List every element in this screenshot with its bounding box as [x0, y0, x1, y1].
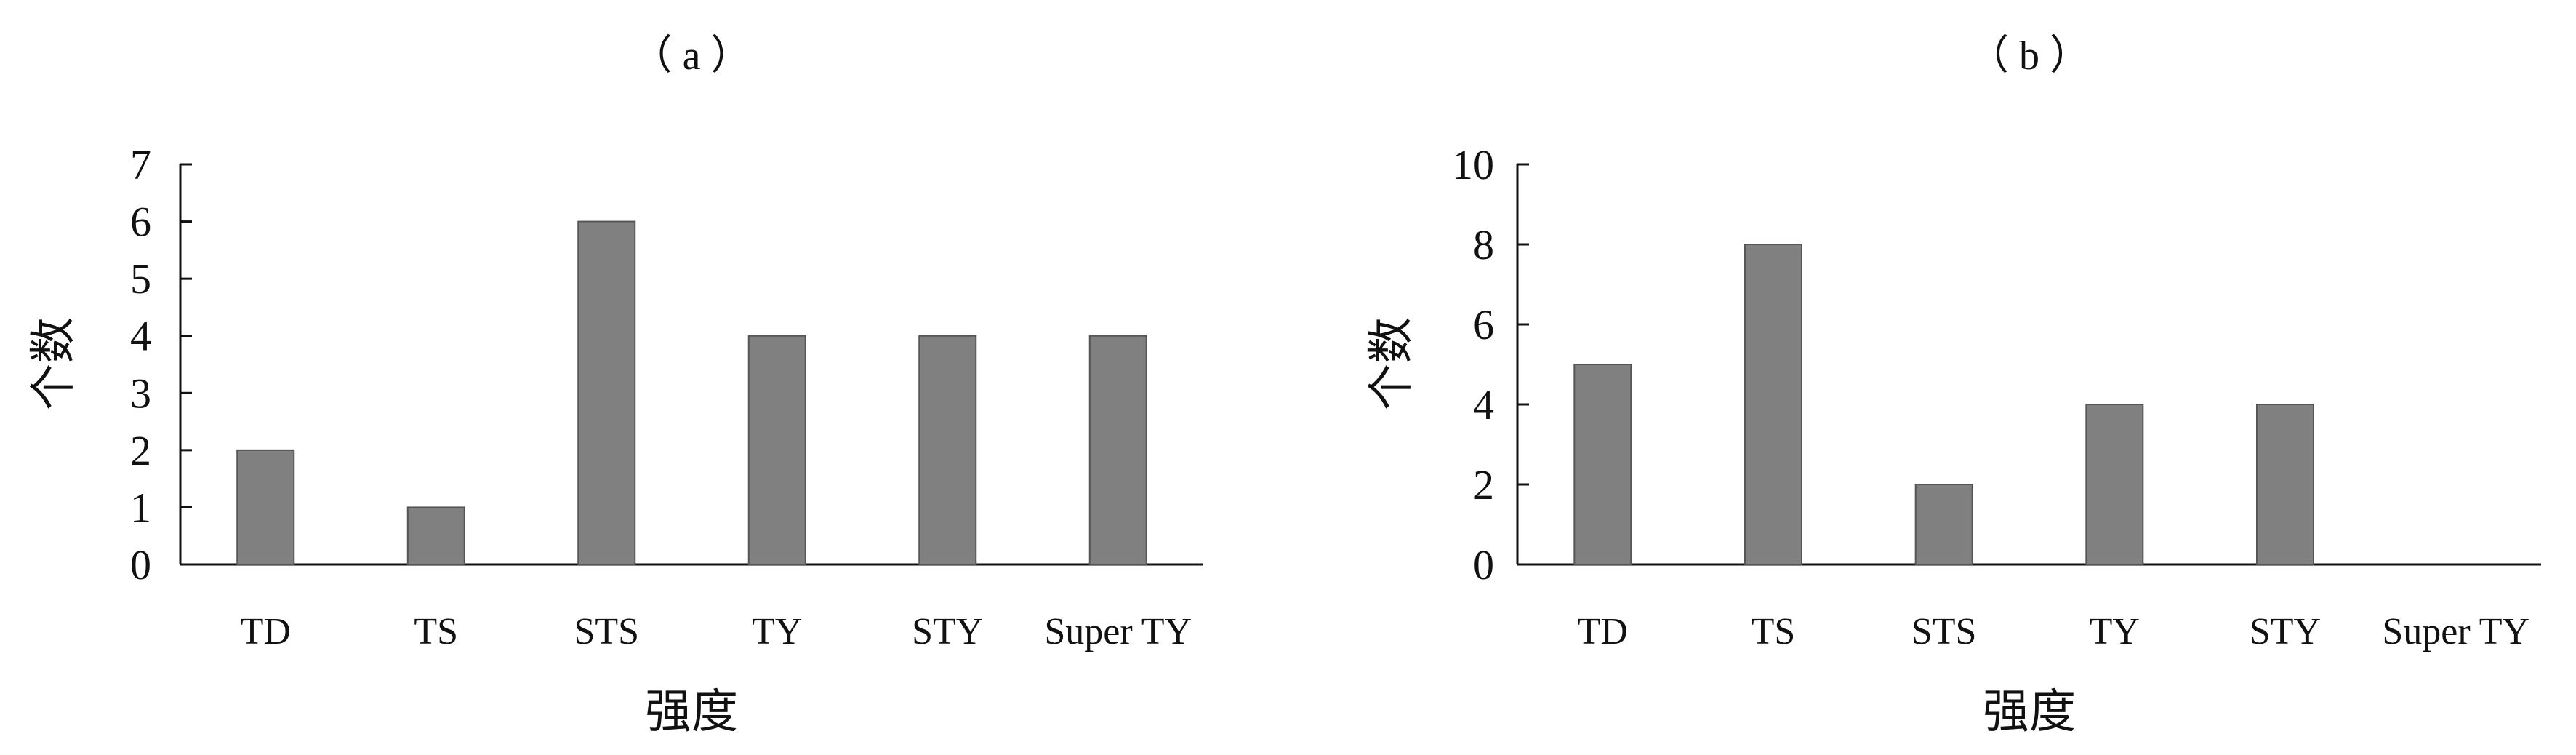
y-axis-label: 个数 [27, 317, 81, 410]
x-tick-label: TD [241, 611, 291, 652]
y-tick-label: 8 [1473, 221, 1494, 268]
x-tick-label: TY [752, 611, 802, 652]
x-axis-label: 强度 [1983, 685, 2076, 739]
x-tick-label: TS [1752, 611, 1796, 652]
x-tick-label: Super TY [2382, 611, 2529, 652]
x-tick-label: TY [2090, 611, 2140, 652]
y-tick-label: 6 [130, 199, 151, 246]
bar [918, 335, 977, 565]
y-tick-label: 6 [1473, 301, 1494, 348]
bar [1744, 244, 1802, 565]
bar [1088, 335, 1147, 565]
y-tick-label: 7 [130, 141, 151, 188]
y-tick-label: 0 [1473, 541, 1494, 588]
bar [236, 449, 295, 565]
chart-title: （ b ） [1968, 33, 2090, 79]
bar [747, 335, 806, 565]
x-tick-label: STY [912, 611, 983, 652]
y-tick-label: 2 [1473, 461, 1494, 508]
chart-title: （ a ） [632, 33, 752, 79]
bar [577, 220, 636, 565]
bar [2256, 404, 2314, 565]
y-tick-label: 4 [130, 313, 151, 360]
x-tick-label: STS [1911, 611, 1977, 652]
y-tick-label: 1 [130, 484, 151, 531]
x-axis-label: 强度 [645, 685, 738, 739]
x-tick-label: Super TY [1044, 611, 1192, 652]
y-axis-label: 个数 [1365, 317, 1419, 410]
x-tick-label: STS [574, 611, 639, 652]
x-tick-label: TD [1578, 611, 1628, 652]
x-tick-label: TS [414, 611, 458, 652]
bar [1914, 484, 1973, 565]
bar [406, 506, 465, 566]
bar [1573, 364, 1632, 565]
y-tick-label: 2 [130, 427, 151, 474]
bar [2085, 404, 2144, 565]
x-tick-label: STY [2250, 611, 2321, 652]
y-tick-label: 5 [130, 255, 151, 303]
y-tick-label: 3 [130, 369, 151, 417]
y-tick-label: 4 [1473, 381, 1494, 428]
y-tick-label: 10 [1452, 141, 1494, 188]
y-tick-label: 0 [130, 541, 151, 588]
